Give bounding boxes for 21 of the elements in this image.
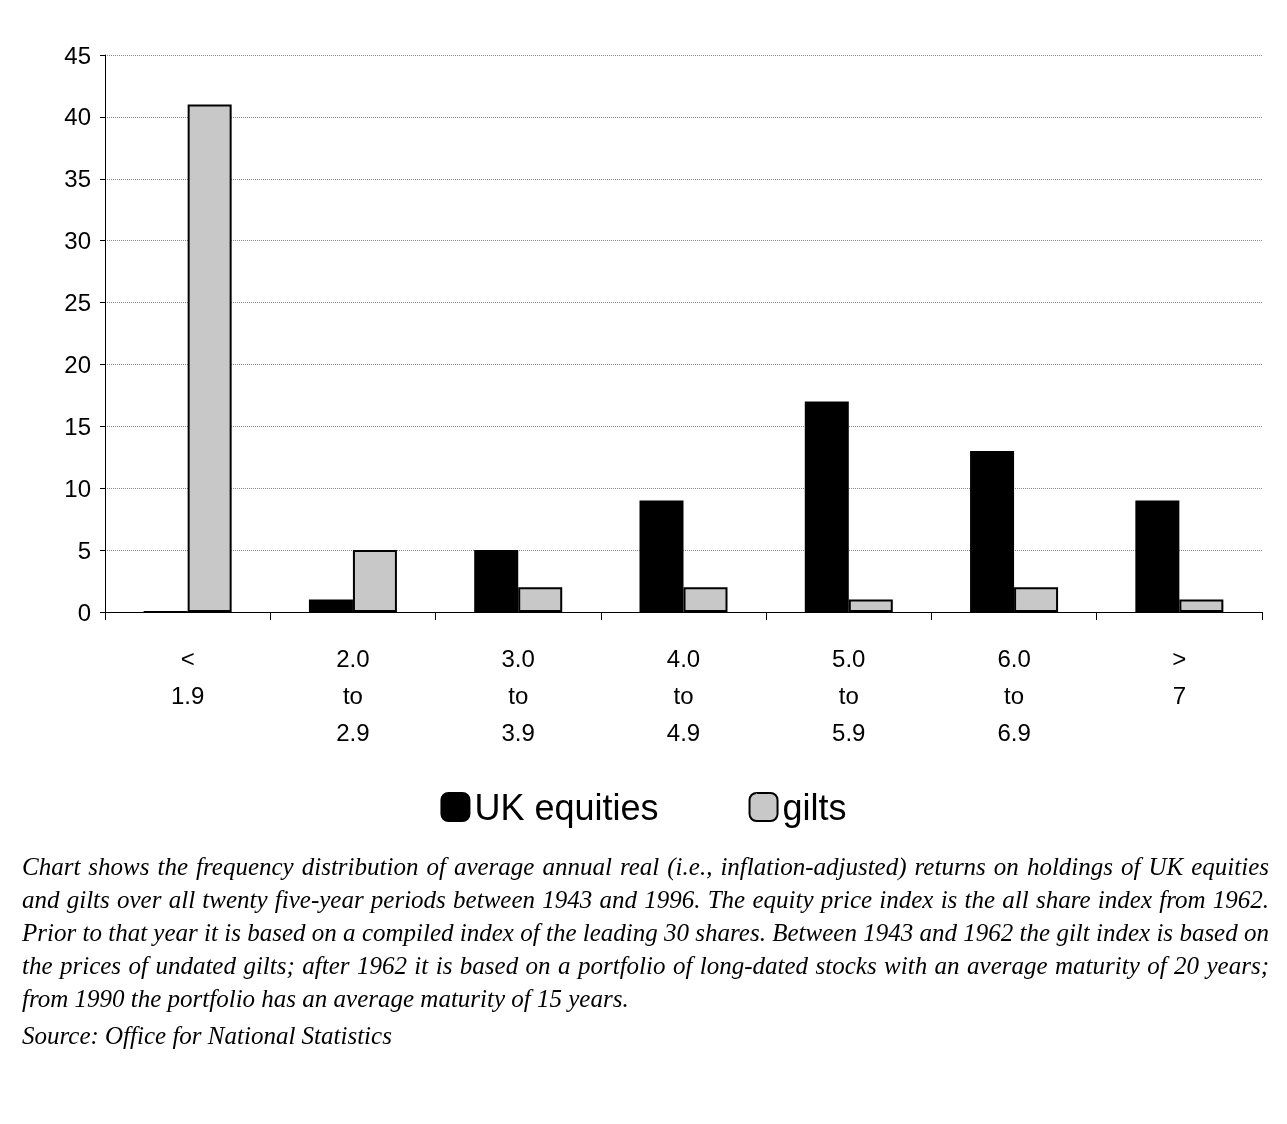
y-tick-label: 0: [77, 598, 91, 626]
y-tick-label: 20: [64, 350, 91, 378]
y-tick-label: 25: [64, 289, 91, 317]
legend-label: gilts: [782, 786, 847, 828]
legend-label: UK equities: [474, 786, 659, 828]
x-tick-label: 4.0 to 4.9: [666, 645, 701, 746]
y-tick-label: 30: [64, 227, 91, 255]
x-tick-label: 2.0 to 2.9: [336, 645, 370, 746]
x-tick-label: < 1.9: [170, 645, 205, 709]
source-note: Source: Office for National Statistics: [22, 1021, 393, 1051]
y-tick-label: 15: [64, 412, 91, 440]
x-tick-label: 6.0 to 6.9: [997, 645, 1031, 746]
y-tick-label: 10: [64, 474, 91, 502]
y-tick-label: 5: [77, 536, 91, 564]
y-tick-label: 35: [64, 165, 91, 193]
text: Chart shows the frequency distribution of average annual real (i.e., inflation-adjusted) returns on holdings of UK equities and gilts over all twenty five-year periods between 1943 and 1996. The equity price index is the all share index from 1962. Prior to that year it is based on a compiled index of the leading 30 shares. Between 1943 and 1962 the gilt index is based on the prices of undated gilts; after 1962 it is based on a portfolio of long-dated stocks with an average maturity of 20 years; from 1990 the portfolio has an average maturity of 15 years.: [22, 852, 1269, 1014]
y-tick-label: 45: [64, 41, 91, 69]
y-tick-label: 40: [64, 103, 91, 131]
x-tick-label: 3.0 to 3.9: [501, 645, 535, 746]
x-tick-label: > 7: [1172, 645, 1187, 709]
x-tick-label: 5.0 to 5.9: [832, 645, 866, 746]
